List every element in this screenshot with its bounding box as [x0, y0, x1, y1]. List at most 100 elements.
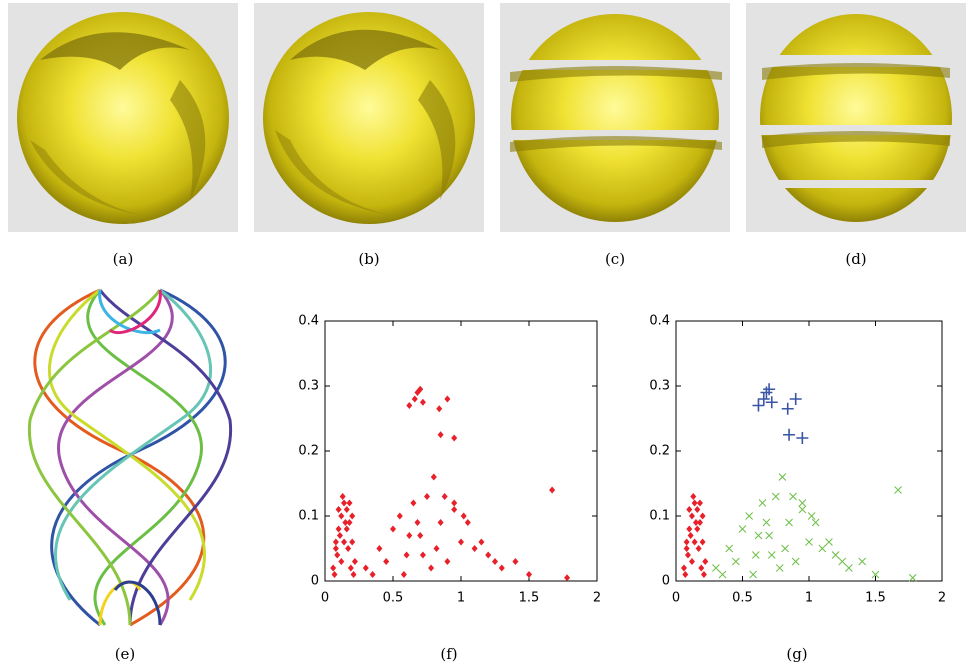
point [451, 506, 458, 513]
point [811, 518, 820, 527]
point [694, 506, 701, 513]
point [369, 571, 376, 578]
caption: (d) [845, 250, 866, 268]
point [789, 393, 802, 405]
y-tick-label: 0.1 [298, 509, 319, 524]
point [347, 564, 354, 572]
point [349, 538, 356, 546]
x-tick-label: 0 [672, 591, 680, 606]
point [343, 506, 350, 513]
point [798, 499, 807, 507]
point [417, 532, 424, 539]
point [419, 551, 426, 559]
point [908, 573, 917, 582]
point [460, 512, 467, 520]
point [805, 538, 813, 546]
point [687, 532, 694, 539]
point [731, 557, 740, 566]
x-tick-label: 1.5 [865, 591, 886, 606]
point [419, 398, 426, 406]
point [758, 499, 767, 507]
point [699, 512, 706, 520]
point [437, 431, 444, 439]
point [338, 512, 345, 520]
point [798, 505, 807, 514]
point [424, 493, 430, 500]
point [332, 545, 339, 552]
point [752, 399, 765, 412]
point [410, 499, 417, 507]
point [765, 531, 773, 540]
point [749, 570, 757, 579]
point [700, 571, 707, 578]
point [336, 532, 343, 539]
point [775, 564, 784, 572]
point [825, 538, 833, 546]
point [781, 402, 794, 415]
point [444, 558, 451, 565]
point [464, 519, 471, 526]
point [346, 499, 353, 507]
point [778, 473, 787, 481]
point [335, 506, 342, 513]
y-tick-label: 0.3 [649, 379, 670, 394]
point [349, 512, 356, 520]
point [330, 564, 337, 572]
point [699, 538, 706, 546]
panel-a [8, 3, 238, 232]
point [428, 564, 435, 572]
point [403, 551, 410, 559]
point [343, 525, 350, 533]
point [771, 492, 780, 501]
point [688, 512, 695, 520]
point [512, 558, 519, 565]
point [858, 557, 867, 566]
point [478, 538, 485, 546]
point [696, 499, 703, 507]
point [492, 558, 498, 565]
point [332, 538, 339, 546]
point [437, 519, 444, 526]
caption: (f) [440, 645, 457, 663]
point [444, 395, 451, 403]
point [754, 531, 763, 540]
point [471, 545, 478, 552]
point [696, 519, 703, 526]
point [390, 525, 396, 533]
x-tick-label: 0.5 [383, 591, 404, 606]
point [838, 557, 847, 566]
point [781, 544, 789, 553]
point [680, 564, 687, 572]
point [458, 538, 464, 546]
point [783, 428, 796, 441]
x-tick-label: 1 [805, 591, 813, 606]
point [718, 570, 727, 579]
caption: (c) [605, 250, 625, 268]
point [335, 525, 342, 533]
point [351, 558, 358, 565]
point [738, 525, 747, 533]
caption: (a) [113, 250, 134, 268]
point [765, 396, 778, 409]
point [338, 558, 345, 565]
point [564, 574, 571, 582]
point [334, 551, 341, 559]
panel-b [254, 3, 484, 232]
point [767, 551, 776, 559]
point [686, 506, 693, 513]
point [342, 519, 349, 526]
point [818, 544, 827, 553]
point [686, 525, 693, 533]
point [383, 558, 390, 565]
x-tick-label: 1.5 [519, 591, 540, 606]
point [414, 519, 421, 526]
x-tick-label: 1 [457, 591, 465, 606]
point [807, 512, 816, 520]
point [763, 383, 776, 396]
x-tick-label: 2 [593, 591, 601, 606]
point [526, 571, 532, 578]
point [498, 564, 505, 572]
x-tick-label: 0.5 [732, 591, 753, 606]
point [362, 564, 369, 572]
x-tick-label: 0 [321, 591, 329, 606]
